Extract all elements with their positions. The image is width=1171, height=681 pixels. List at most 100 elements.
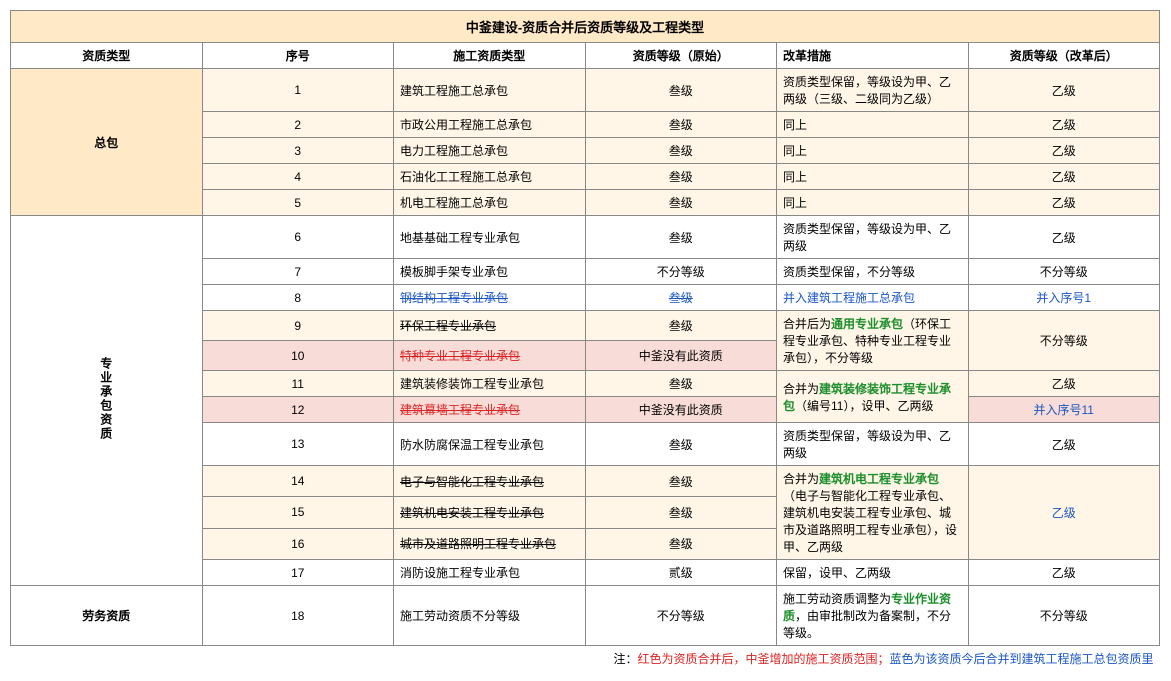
header-after: 资质等级（改革后） [968, 43, 1160, 69]
header-reform: 改革措施 [777, 43, 969, 69]
type-cell: 机电工程施工总承包 [394, 190, 586, 216]
orig-cell: 叁级 [585, 138, 777, 164]
type-cell: 建筑装修装饰工程专业承包 [394, 371, 586, 397]
type-cell: 施工劳动资质不分等级 [394, 586, 586, 646]
seq-cell: 6 [202, 216, 394, 259]
after-text: 并入序号1 [1036, 291, 1091, 305]
orig-cell: 叁级 [585, 164, 777, 190]
seq-cell: 7 [202, 259, 394, 285]
orig-cell: 不分等级 [585, 586, 777, 646]
orig-cell: 叁级 [585, 285, 777, 311]
category-zhuanye: 专业承包资质 [11, 216, 203, 586]
type-cell: 建筑工程施工总承包 [394, 69, 586, 112]
note-blue: 蓝色为该资质今后合并到建筑工程施工总包资质里 [889, 652, 1153, 666]
after-cell: 乙级 [968, 560, 1160, 586]
note-pre: 注： [613, 652, 637, 666]
orig-cell: 叁级 [585, 371, 777, 397]
type-cell: 地基基础工程专业承包 [394, 216, 586, 259]
seq-cell: 3 [202, 138, 394, 164]
type-text: 城市及道路照明工程专业承包 [400, 537, 556, 551]
note-red: 红色为资质合并后，中釜增加的施工资质范围； [637, 652, 889, 666]
header-row: 资质类型 序号 施工资质类型 资质等级（原始） 改革措施 资质等级（改革后） [11, 43, 1160, 69]
after-cell: 乙级 [968, 190, 1160, 216]
type-text: 电子与智能化工程专业承包 [400, 475, 544, 489]
orig-cell: 叁级 [585, 423, 777, 466]
header-category: 资质类型 [11, 43, 203, 69]
reform-post: （编号11），设甲、乙两级 [795, 399, 933, 413]
after-cell: 乙级 [968, 216, 1160, 259]
orig-text: 叁级 [669, 291, 693, 305]
reform-cell: 资质类型保留，等级设为甲、乙两级 [777, 216, 969, 259]
seq-cell: 9 [202, 311, 394, 341]
type-text: 特种专业工程专业承包 [400, 349, 520, 363]
seq-cell: 11 [202, 371, 394, 397]
reform-pre: 合并后为 [783, 317, 831, 331]
seq-cell: 14 [202, 466, 394, 497]
type-cell: 钢结构工程专业承包 [394, 285, 586, 311]
after-cell: 乙级 [968, 69, 1160, 112]
seq-cell: 16 [202, 528, 394, 559]
type-text: 建筑幕墙工程专业承包 [400, 403, 520, 417]
type-cell: 环保工程专业承包 [394, 311, 586, 341]
note-row: 注：红色为资质合并后，中釜增加的施工资质范围；蓝色为该资质今后合并到建筑工程施工… [11, 646, 1160, 672]
reform-cell: 同上 [777, 138, 969, 164]
after-text: 并入序号11 [1034, 403, 1094, 417]
after-cell: 不分等级 [968, 259, 1160, 285]
after-cell: 不分等级 [968, 586, 1160, 646]
after-cell: 乙级 [968, 466, 1160, 560]
seq-cell: 17 [202, 560, 394, 586]
orig-cell: 叁级 [585, 311, 777, 341]
reform-cell: 资质类型保留，等级设为甲、乙两级 [777, 423, 969, 466]
after-cell: 不分等级 [968, 311, 1160, 371]
reform-cell-merged: 合并为建筑装修装饰工程专业承包（编号11），设甲、乙两级 [777, 371, 969, 423]
table-title: 中釜建设-资质合并后资质等级及工程类型 [11, 11, 1160, 43]
after-cell: 乙级 [968, 423, 1160, 466]
header-type: 施工资质类型 [394, 43, 586, 69]
type-cell: 模板脚手架专业承包 [394, 259, 586, 285]
after-cell: 并入序号1 [968, 285, 1160, 311]
seq-cell: 2 [202, 112, 394, 138]
seq-cell: 4 [202, 164, 394, 190]
after-cell: 并入序号11 [968, 397, 1160, 423]
type-cell: 市政公用工程施工总承包 [394, 112, 586, 138]
seq-cell: 5 [202, 190, 394, 216]
type-cell: 建筑机电安装工程专业承包 [394, 497, 586, 528]
after-text: 乙级 [1052, 506, 1076, 520]
after-cell: 乙级 [968, 164, 1160, 190]
reform-cell: 施工劳动资质调整为专业作业资质，由审批制改为备案制，不分等级。 [777, 586, 969, 646]
seq-cell: 1 [202, 69, 394, 112]
reform-post: ，由审批制改为备案制，不分等级。 [783, 609, 951, 640]
orig-cell: 叁级 [585, 216, 777, 259]
category-laowu: 劳务资质 [11, 586, 203, 646]
orig-cell: 贰级 [585, 560, 777, 586]
type-text: 钢结构工程专业承包 [400, 291, 508, 305]
reform-cell-merged: 合并为建筑机电工程专业承包（电子与智能化工程专业承包、建筑机电安装工程专业承包、… [777, 466, 969, 560]
reform-cell: 并入建筑工程施工总承包 [777, 285, 969, 311]
header-seq: 序号 [202, 43, 394, 69]
seq-cell: 18 [202, 586, 394, 646]
orig-cell: 叁级 [585, 69, 777, 112]
type-cell: 防水防腐保温工程专业承包 [394, 423, 586, 466]
seq-cell: 8 [202, 285, 394, 311]
type-cell: 特种专业工程专业承包 [394, 341, 586, 371]
table-row: 劳务资质 18 施工劳动资质不分等级 不分等级 施工劳动资质调整为专业作业资质，… [11, 586, 1160, 646]
seq-cell: 10 [202, 341, 394, 371]
orig-cell: 不分等级 [585, 259, 777, 285]
reform-cell: 同上 [777, 112, 969, 138]
qualification-table: 中釜建设-资质合并后资质等级及工程类型 资质类型 序号 施工资质类型 资质等级（… [10, 10, 1160, 671]
type-cell: 建筑幕墙工程专业承包 [394, 397, 586, 423]
type-cell: 城市及道路照明工程专业承包 [394, 528, 586, 559]
type-cell: 消防设施工程专业承包 [394, 560, 586, 586]
type-text: 环保工程专业承包 [400, 319, 496, 333]
orig-cell: 叁级 [585, 112, 777, 138]
after-cell: 乙级 [968, 112, 1160, 138]
note-cell: 注：红色为资质合并后，中釜增加的施工资质范围；蓝色为该资质今后合并到建筑工程施工… [11, 646, 1160, 672]
type-cell: 电子与智能化工程专业承包 [394, 466, 586, 497]
seq-cell: 15 [202, 497, 394, 528]
reform-cell: 同上 [777, 190, 969, 216]
category-zongbao: 总包 [11, 69, 203, 216]
reform-cell: 保留，设甲、乙两级 [777, 560, 969, 586]
reform-bold: 通用专业承包 [831, 317, 903, 331]
type-cell: 电力工程施工总承包 [394, 138, 586, 164]
orig-cell: 叁级 [585, 528, 777, 559]
